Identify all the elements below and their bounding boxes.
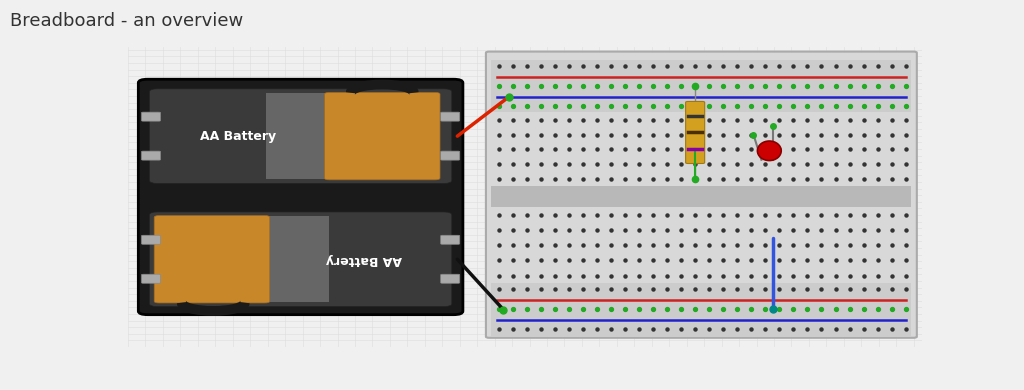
FancyBboxPatch shape — [440, 112, 460, 121]
Text: Breadboard - an overview: Breadboard - an overview — [10, 12, 244, 30]
Bar — [266, 93, 330, 179]
FancyBboxPatch shape — [138, 79, 463, 315]
FancyBboxPatch shape — [440, 235, 460, 244]
FancyBboxPatch shape — [325, 92, 440, 180]
Bar — [266, 216, 330, 302]
Bar — [492, 186, 911, 207]
Text: AA Battery: AA Battery — [326, 253, 401, 266]
FancyBboxPatch shape — [440, 274, 460, 283]
FancyBboxPatch shape — [141, 235, 161, 244]
Bar — [492, 283, 911, 336]
FancyBboxPatch shape — [150, 89, 452, 183]
Text: AA Battery: AA Battery — [200, 129, 275, 143]
FancyBboxPatch shape — [440, 151, 460, 160]
FancyBboxPatch shape — [150, 212, 452, 307]
FancyBboxPatch shape — [141, 274, 161, 283]
Bar — [492, 60, 911, 112]
FancyBboxPatch shape — [486, 51, 916, 338]
FancyBboxPatch shape — [155, 216, 269, 303]
Ellipse shape — [758, 141, 781, 161]
FancyBboxPatch shape — [686, 101, 705, 163]
FancyBboxPatch shape — [141, 112, 161, 121]
FancyBboxPatch shape — [141, 151, 161, 160]
